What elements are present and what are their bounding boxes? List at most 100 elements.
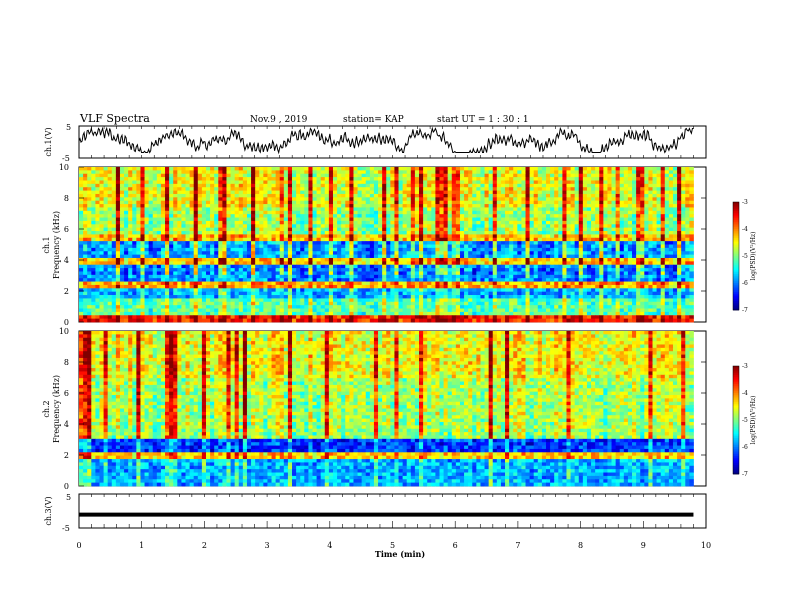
spectrogram-cell bbox=[128, 204, 133, 208]
spectrogram-cell bbox=[672, 204, 678, 208]
spectrogram-cell bbox=[156, 237, 162, 242]
spectrogram-cell bbox=[636, 234, 641, 239]
spectrogram-cell bbox=[599, 244, 604, 249]
spectrogram-cell bbox=[287, 204, 293, 208]
spectrogram-cell bbox=[160, 237, 166, 242]
spectrogram-cell bbox=[160, 170, 166, 175]
spectrogram-cell bbox=[259, 173, 264, 178]
spectrogram-cell bbox=[230, 183, 236, 188]
spectrogram-cell bbox=[541, 234, 547, 239]
spectrogram-cell bbox=[566, 204, 571, 208]
spectrogram-cell bbox=[218, 167, 223, 171]
spectrogram-cell bbox=[242, 197, 248, 202]
spectrogram-cell bbox=[529, 187, 535, 191]
spectrogram-cell bbox=[357, 183, 363, 188]
spectrogram-cell bbox=[623, 224, 629, 229]
spectrogram-cell bbox=[578, 261, 584, 266]
spectrogram-cell bbox=[308, 227, 313, 232]
spectrogram-cell bbox=[83, 217, 88, 222]
spectrogram-cell bbox=[562, 254, 567, 259]
spectrogram-cell bbox=[591, 247, 596, 252]
spectrogram-cell bbox=[648, 170, 653, 175]
spectrogram-cell bbox=[353, 197, 358, 202]
spectrogram-cell bbox=[308, 220, 313, 225]
spectrogram-cell bbox=[95, 173, 100, 178]
spectrogram-cell bbox=[677, 220, 682, 225]
spectrogram-cell bbox=[566, 207, 571, 212]
spectrogram-cell bbox=[636, 217, 641, 222]
spectrogram-cell bbox=[517, 234, 522, 239]
spectrogram-cell bbox=[107, 257, 113, 262]
spectrogram-cell bbox=[87, 190, 92, 195]
spectrogram-cell bbox=[435, 167, 440, 171]
spectrogram-cell bbox=[234, 173, 240, 178]
spectrogram-cell bbox=[181, 268, 186, 272]
spectrogram-cell bbox=[550, 271, 555, 276]
spectrogram-cell bbox=[103, 167, 109, 171]
spectrogram-cell bbox=[423, 173, 428, 178]
spectrogram-cell bbox=[423, 207, 428, 212]
spectrogram-cell bbox=[603, 170, 608, 175]
spectrogram-cell bbox=[685, 190, 690, 195]
spectrogram-cell bbox=[398, 183, 404, 188]
spectrogram-cell bbox=[214, 234, 219, 239]
spectrogram-cell bbox=[464, 247, 469, 252]
spectrogram-cell bbox=[300, 207, 305, 212]
spectrogram-cell bbox=[517, 210, 522, 215]
spectrogram-cell bbox=[189, 227, 195, 232]
spectrogram-cell bbox=[300, 234, 305, 239]
spectrogram-cell bbox=[472, 244, 477, 249]
spectrogram-cell bbox=[369, 247, 375, 252]
spectrogram-cell bbox=[320, 247, 326, 252]
spectrogram-cell bbox=[193, 187, 199, 191]
spectrogram-cell bbox=[410, 271, 416, 276]
spectrogram-cell bbox=[615, 190, 621, 195]
spectrogram-cell bbox=[459, 247, 465, 252]
spectrogram-cell bbox=[328, 254, 334, 259]
spectrogram-cell bbox=[337, 224, 342, 229]
spectrogram-cell bbox=[332, 170, 338, 175]
spectrogram-cell bbox=[484, 268, 490, 272]
spectrogram-cell bbox=[292, 247, 297, 252]
spectrogram-cell bbox=[255, 251, 260, 256]
spectrogram-cell bbox=[566, 193, 571, 198]
spectrogram-cell bbox=[541, 251, 547, 256]
spectrogram-cell bbox=[505, 217, 510, 222]
spectrogram-cell bbox=[332, 261, 338, 266]
spectrogram-cell bbox=[394, 190, 399, 195]
spectrogram-cell bbox=[279, 173, 285, 178]
spectrogram-cell bbox=[263, 227, 268, 232]
spectrogram-cell bbox=[378, 220, 383, 225]
spectrogram-cell bbox=[230, 241, 236, 245]
spectrogram-cell bbox=[570, 271, 576, 276]
spectrogram-cell bbox=[419, 207, 424, 212]
spectrogram-cell bbox=[136, 167, 141, 171]
spectrogram-cell bbox=[181, 167, 186, 171]
spectrogram-cell bbox=[607, 167, 612, 171]
spectrogram-cell bbox=[681, 197, 686, 202]
spectrogram-cell bbox=[99, 193, 104, 198]
spectrogram-cell bbox=[169, 207, 174, 212]
spectrogram-cell bbox=[300, 220, 305, 225]
spectrogram-cell bbox=[169, 257, 174, 262]
spectrogram-cell bbox=[476, 254, 481, 259]
spectrogram-cell bbox=[287, 177, 293, 181]
spectrogram-cell bbox=[378, 244, 383, 249]
spectrogram-cell bbox=[668, 231, 674, 235]
spectrogram-cell bbox=[332, 247, 338, 252]
spectrogram-cell bbox=[402, 247, 408, 252]
spectrogram-cell bbox=[533, 217, 539, 222]
spectrogram-cell bbox=[652, 210, 657, 215]
spectrogram-cell bbox=[394, 264, 399, 269]
spectrogram-cell bbox=[337, 241, 342, 245]
spectrogram-cell bbox=[246, 220, 252, 225]
spectrogram-cell bbox=[337, 227, 342, 232]
spectrogram-cell bbox=[509, 210, 514, 215]
spectrogram-cell bbox=[435, 234, 440, 239]
spectrogram-cell bbox=[492, 183, 498, 188]
spectrogram-cell bbox=[652, 200, 657, 205]
spectrogram-cell bbox=[169, 180, 174, 185]
spectrogram-cell bbox=[271, 237, 277, 242]
spectrogram-cell bbox=[292, 210, 297, 215]
spectrogram-cell bbox=[611, 173, 617, 178]
